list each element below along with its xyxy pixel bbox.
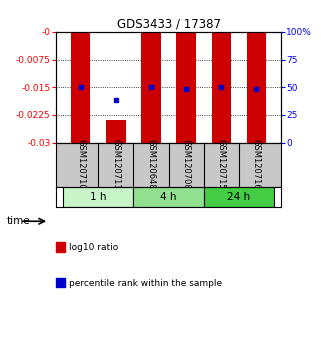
Bar [106, 120, 126, 143]
Bar [134, 187, 204, 207]
Title: GDS3433 / 17387: GDS3433 / 17387 [117, 18, 221, 31]
Bar [56, 242, 65, 252]
Text: log10 ratio: log10 ratio [69, 243, 118, 252]
Text: GSM120711: GSM120711 [111, 139, 120, 189]
Text: time: time [6, 216, 30, 226]
Text: GSM120716: GSM120716 [252, 138, 261, 189]
Text: GSM120648: GSM120648 [146, 138, 155, 189]
Bar [71, 32, 91, 143]
Text: 1 h: 1 h [90, 192, 107, 202]
Bar [247, 32, 266, 143]
Bar [141, 32, 160, 143]
Bar [177, 32, 196, 143]
Bar [56, 278, 65, 287]
Text: 24 h: 24 h [227, 192, 250, 202]
Text: GSM120715: GSM120715 [217, 139, 226, 189]
Text: GSM120710: GSM120710 [76, 139, 85, 189]
Text: 4 h: 4 h [160, 192, 177, 202]
Bar [63, 187, 134, 207]
Bar [212, 32, 231, 143]
Text: percentile rank within the sample: percentile rank within the sample [69, 279, 222, 288]
Bar [204, 187, 274, 207]
Text: GSM120708: GSM120708 [182, 138, 191, 189]
